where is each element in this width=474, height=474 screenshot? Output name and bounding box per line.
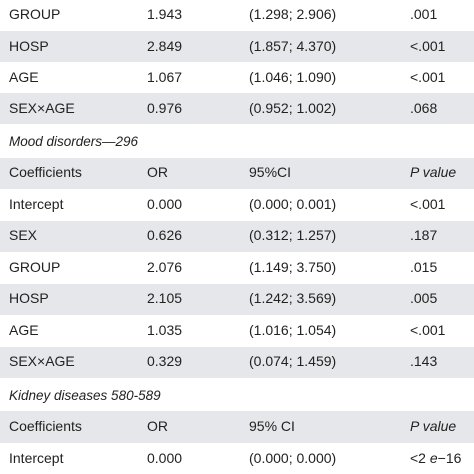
table-row: AGE 1.067 (1.046; 1.090) <.001 <box>0 62 474 93</box>
column-header-p-value: P value <box>410 418 457 434</box>
coefficient-cell: SEX <box>9 227 38 243</box>
p-value-cell: .143 <box>410 353 438 369</box>
table-row: Intercept 0.000 (0.000; 0.001) <.001 <box>0 189 474 221</box>
p-value-cell: <.001 <box>410 196 446 212</box>
ci-cell: (1.016; 1.054) <box>249 322 337 338</box>
section-title: Kidney diseases 580-589 <box>9 388 161 403</box>
p-value-cell: <.001 <box>410 322 446 338</box>
or-cell: 2.105 <box>147 290 183 306</box>
table-row: HOSP 2.849 (1.857; 4.370) <.001 <box>0 31 474 62</box>
p-value-cell: .187 <box>410 227 438 243</box>
p-value-cell: .068 <box>410 100 438 116</box>
or-cell: 1.067 <box>147 69 183 85</box>
or-cell: 0.329 <box>147 353 183 369</box>
column-header-or: OR <box>147 164 168 180</box>
table-row: SEX 0.626 (0.312; 1.257) .187 <box>0 221 474 252</box>
coefficient-cell: SEX×AGE <box>9 353 75 369</box>
table-header-row: Coefficients OR 95% CI P value <box>0 411 474 443</box>
coefficient-cell: GROUP <box>9 6 61 22</box>
ci-cell: (1.149; 3.750) <box>249 259 337 275</box>
table-row: AGE 1.035 (1.016; 1.054) <.001 <box>0 315 474 347</box>
section-title: Mood disorders—296 <box>9 134 139 149</box>
ci-cell: (1.857; 4.370) <box>249 38 337 54</box>
column-header-coefficients: Coefficients <box>9 418 82 434</box>
ci-cell: (1.046; 1.090) <box>249 69 337 85</box>
table-row: HOSP 2.105 (1.242; 3.569) .005 <box>0 284 474 315</box>
p-value-cell: .005 <box>410 290 438 306</box>
or-cell: 0.000 <box>147 196 183 212</box>
p-value-cell: .015 <box>410 259 438 275</box>
or-cell: 1.943 <box>147 6 183 22</box>
p-value-cell: <2 e−16 <box>410 450 462 466</box>
coefficient-cell: HOSP <box>9 290 49 306</box>
p-value-cell: <.001 <box>410 38 446 54</box>
ci-cell: (1.242; 3.569) <box>249 290 337 306</box>
column-header-coefficients: Coefficients <box>9 164 82 180</box>
ci-cell: (0.000; 0.000) <box>249 450 337 466</box>
column-header-ci: 95% CI <box>249 418 295 434</box>
table-row: GROUP 2.076 (1.149; 3.750) .015 <box>0 252 474 284</box>
table-row: SEX×AGE 0.329 (0.074; 1.459) .143 <box>0 347 474 378</box>
p-value-cell: .001 <box>410 6 438 22</box>
coefficient-cell: AGE <box>9 322 39 338</box>
ci-cell: (1.298; 2.906) <box>249 6 337 22</box>
table-row: Intercept 0.000 (0.000; 0.000) <2 e−16 <box>0 443 474 473</box>
or-cell: 2.849 <box>147 38 183 54</box>
table-row: GROUP 1.943 (1.298; 2.906) .001 <box>0 0 474 31</box>
coefficient-cell: SEX×AGE <box>9 100 75 116</box>
ci-cell: (0.000; 0.001) <box>249 196 337 212</box>
coefficient-cell: Intercept <box>9 196 64 212</box>
or-cell: 0.976 <box>147 100 183 116</box>
column-header-ci: 95%CI <box>249 164 292 180</box>
or-cell: 2.076 <box>147 259 183 275</box>
p-value-cell: <.001 <box>410 69 446 85</box>
or-cell: 1.035 <box>147 322 183 338</box>
table-header-row: Coefficients OR 95%CI P value <box>0 158 474 189</box>
column-header-p-value: P value <box>410 164 457 180</box>
column-header-or: OR <box>147 418 168 434</box>
or-cell: 0.626 <box>147 227 183 243</box>
coefficient-cell: AGE <box>9 69 39 85</box>
ci-cell: (0.312; 1.257) <box>249 227 337 243</box>
section-title-row: Mood disorders—296 <box>0 124 474 158</box>
coefficient-cell: GROUP <box>9 259 61 275</box>
ci-cell: (0.952; 1.002) <box>249 100 337 116</box>
section-title-row: Kidney diseases 580-589 <box>0 378 474 411</box>
ci-cell: (0.074; 1.459) <box>249 353 337 369</box>
table-row: SEX×AGE 0.976 (0.952; 1.002) .068 <box>0 93 474 124</box>
coefficient-cell: HOSP <box>9 38 49 54</box>
coefficient-cell: Intercept <box>9 450 64 466</box>
or-cell: 0.000 <box>147 450 183 466</box>
